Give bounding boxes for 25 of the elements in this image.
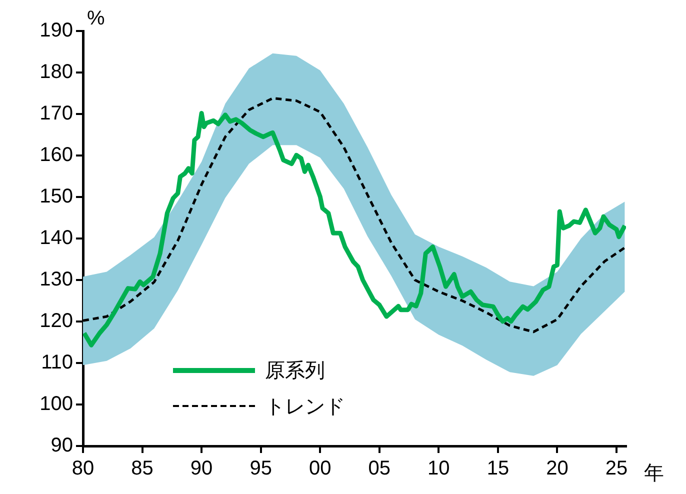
x-tick-label: 85: [131, 458, 154, 480]
y-tick-label: 170: [40, 102, 73, 125]
y-tick-label: 110: [41, 352, 73, 374]
x-tick-label: 20: [546, 458, 568, 480]
y-tick-label: 130: [40, 268, 73, 291]
legend-label: トレンド: [265, 394, 345, 420]
legend-label: 原系列: [265, 358, 325, 384]
y-tick-label: 100: [40, 393, 73, 416]
x-tick-label: 10: [428, 458, 450, 480]
y-tick-label: 140: [40, 227, 73, 250]
x-tick-label: 15: [486, 458, 510, 480]
x-tick-label: 00: [308, 458, 332, 480]
x-tick-label: 90: [190, 458, 213, 480]
x-tick-label: 95: [250, 458, 272, 480]
x-tick-label: 80: [72, 458, 94, 480]
x-axis-title: 年: [644, 462, 664, 485]
y-axis-title: %: [87, 8, 105, 30]
y-tick-label: 120: [40, 310, 73, 332]
y-tick-label: 190: [40, 20, 73, 42]
y-tick-label: 180: [40, 61, 73, 84]
x-tick-label: 05: [368, 458, 391, 480]
y-tick-label: 160: [40, 144, 73, 166]
y-tick-label: 150: [40, 186, 73, 208]
y-tick-label: 90: [50, 434, 73, 457]
x-tick-label: 25: [605, 458, 628, 480]
